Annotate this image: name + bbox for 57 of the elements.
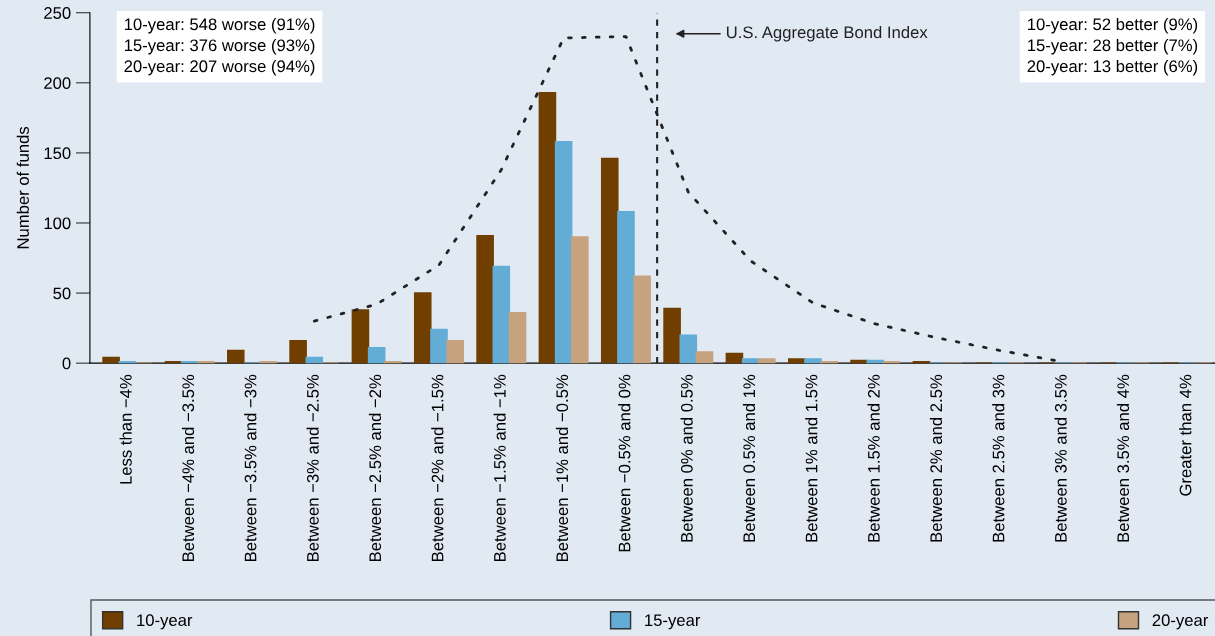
bar (305, 356, 324, 364)
y-tick-label: 200 (44, 77, 71, 90)
x-tick-label: Between −2% and −1.5% (431, 374, 444, 561)
y-axis-title: Number of funds (16, 126, 29, 249)
x-tick-label: Between 1% and 1.5% (805, 374, 818, 542)
x-tick-label: Between 0% and 0.5% (680, 374, 693, 542)
bar (476, 234, 494, 364)
bar (725, 352, 744, 364)
x-tick-label: Between −3.5% and −3% (244, 374, 257, 561)
legend-label: 10-year (137, 614, 193, 630)
bar (554, 140, 573, 364)
x-tick-label: Between 2% and 2.5% (929, 374, 943, 542)
x-tick-label: Between −1% and −0.5% (555, 374, 569, 561)
y-tick-label: 250 (44, 7, 71, 19)
bar (289, 340, 307, 364)
x-tick-label: Between 0.5% and 1% (742, 374, 756, 542)
legend-label: 20-year (1152, 614, 1209, 630)
x-tick-label: Between −2.5% and −2% (368, 374, 382, 561)
bar (351, 309, 370, 364)
x-tick-label: Between −3% and −2.5% (306, 374, 319, 561)
annotation: 10-year: 548 worse (91%) 15-year: 376 worse (93%) 20-year: 207 worse (94%) (124, 17, 315, 76)
bar (679, 334, 698, 364)
y-tick-label: 150 (44, 147, 71, 160)
y-tick-label: 0 (62, 357, 71, 370)
bar (787, 358, 806, 364)
bar (663, 307, 681, 364)
x-tick-label: Greater than 4% (1179, 374, 1192, 496)
annotation: 10-year: 52 better (9%) 15-year: 28 better (7%) 20-year: 13 better (6%) (1027, 17, 1198, 76)
bar (617, 211, 635, 364)
bar (633, 275, 651, 364)
annotation: U.S. Aggregate Bond Index (726, 25, 928, 42)
bar (571, 236, 589, 364)
bar (367, 347, 386, 364)
bar (804, 358, 822, 364)
bar (741, 358, 760, 364)
bar (492, 265, 511, 364)
bar (758, 358, 776, 364)
x-tick-label: Between 3.5% and 4% (1116, 374, 1130, 542)
bar (413, 292, 432, 364)
x-tick-label: Between 1.5% and 2% (867, 374, 880, 542)
bar (695, 351, 714, 364)
bar (538, 91, 557, 364)
y-tick-label: 100 (44, 217, 71, 230)
x-tick-label: Between −1.5% and −1% (493, 374, 506, 561)
bar (508, 311, 527, 364)
x-tick-label: Between 2.5% and 3% (992, 374, 1005, 542)
bar (600, 157, 619, 364)
x-tick-label: Less than −4% (119, 374, 132, 484)
bar (446, 340, 464, 364)
bar (226, 349, 245, 364)
x-tick-label: Between −0.5% and 0% (618, 374, 631, 552)
y-tick-label: 50 (53, 287, 71, 300)
legend-label: 15-year (645, 614, 701, 630)
bar (102, 356, 120, 364)
x-tick-label: Between 3% and 3.5% (1054, 374, 1067, 542)
bar (430, 328, 448, 364)
x-tick-label: Between −4% and −3.5% (181, 374, 195, 561)
